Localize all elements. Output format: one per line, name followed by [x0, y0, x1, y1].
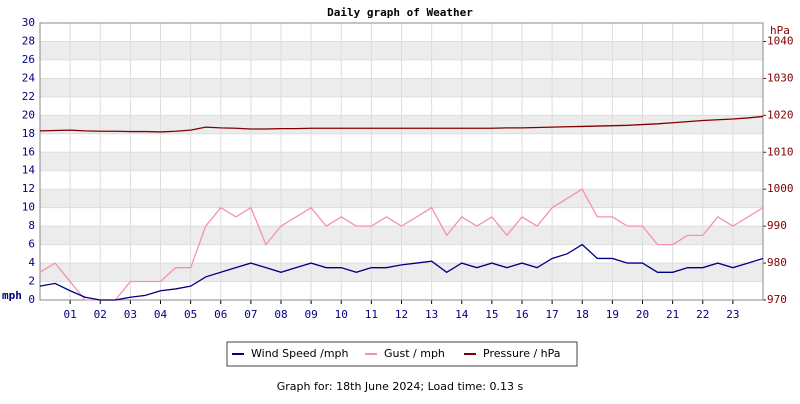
x-tick-label: 13 — [425, 308, 438, 321]
y-tick-label: 20 — [22, 108, 35, 121]
chart-title: Daily graph of Weather — [327, 6, 473, 19]
series-line — [39, 243, 764, 301]
y2-tick-label: 1030 — [767, 71, 794, 84]
x-tick-label: 10 — [335, 308, 348, 321]
y-tick-label: 10 — [22, 201, 35, 214]
y-tick-label: 6 — [28, 238, 35, 251]
y-tick-label: 30 — [22, 16, 35, 29]
y2-tick-label: 990 — [767, 219, 787, 232]
y-tick-label: 26 — [22, 53, 35, 66]
x-tick-label: 09 — [305, 308, 318, 321]
y-tick-label: 22 — [22, 90, 35, 103]
x-tick-label: 02 — [94, 308, 107, 321]
y2-axis-label: hPa — [770, 24, 790, 37]
x-tick-label: 21 — [666, 308, 679, 321]
legend-label: Pressure / hPa — [483, 347, 561, 360]
y2-tick-label: 1010 — [767, 145, 794, 158]
x-tick-label: 05 — [184, 308, 197, 321]
y-axis-label: mph — [2, 289, 22, 302]
y-tick-label: 2 — [28, 275, 35, 288]
x-tick-label: 07 — [244, 308, 257, 321]
y-tick-label: 14 — [22, 164, 36, 177]
x-tick-label: 04 — [154, 308, 168, 321]
y-tick-label: 18 — [22, 127, 35, 140]
x-tick-label: 16 — [515, 308, 528, 321]
x-tick-label: 23 — [726, 308, 739, 321]
x-tick-label: 20 — [636, 308, 649, 321]
y-tick-label: 24 — [22, 71, 36, 84]
y2-tick-label: 1040 — [767, 34, 794, 47]
x-tick-label: 19 — [606, 308, 619, 321]
y2-tick-label: 980 — [767, 256, 787, 269]
x-tick-label: 12 — [395, 308, 408, 321]
legend-box — [226, 341, 578, 367]
legend-label: Gust / mph — [384, 347, 445, 360]
x-tick-label: 01 — [64, 308, 77, 321]
x-tick-label: 03 — [124, 308, 137, 321]
x-tick-label: 17 — [546, 308, 559, 321]
y-tick-label: 16 — [22, 145, 35, 158]
x-tick-label: 14 — [455, 308, 469, 321]
y2-tick-label: 1020 — [767, 108, 794, 121]
y2-tick-label: 1000 — [767, 182, 794, 195]
y-tick-label: 12 — [22, 182, 35, 195]
series-line — [39, 115, 764, 133]
x-tick-label: 15 — [485, 308, 498, 321]
footer: Graph for: 18th June 2024; Load time: 0.… — [277, 380, 524, 393]
y-tick-label: 0 — [28, 293, 35, 306]
legend-label: Wind Speed /mph — [251, 347, 349, 360]
grid — [40, 22, 763, 301]
y-tick-label: 4 — [28, 256, 35, 269]
y-tick-label: 8 — [28, 219, 35, 232]
x-tick-label: 22 — [696, 308, 709, 321]
y2-tick-label: 970 — [767, 293, 787, 306]
y-tick-label: 28 — [22, 34, 35, 47]
x-tick-label: 06 — [214, 308, 227, 321]
x-tick-label: 08 — [274, 308, 287, 321]
plot-frame — [39, 22, 764, 301]
x-tick-label: 18 — [576, 308, 589, 321]
x-tick-label: 11 — [365, 308, 378, 321]
series-line — [39, 188, 764, 301]
